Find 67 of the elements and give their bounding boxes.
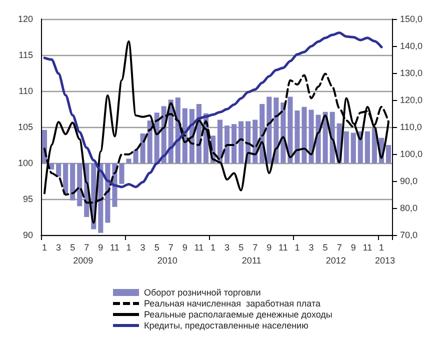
bar [119,163,124,184]
bar [77,163,82,206]
x-tick-label: 9 [350,242,356,252]
bar [238,121,244,163]
text: 2012 [326,256,346,266]
x-tick-label: 3 [308,242,314,252]
x-tick-label: 11 [110,242,120,252]
y-tick-label: 115 [18,50,33,60]
bar [140,133,146,163]
x-tick-label: 5 [154,242,160,252]
legend-label: Реальные располагаемые денежные доходы [144,310,332,320]
x-tick-label: 7 [84,242,90,252]
x-tick-label: 9 [182,242,188,252]
y-tick-label: 110 [18,86,33,96]
y2-tick-label: 110,0 [400,122,422,132]
x-tick-label: 5 [322,242,328,252]
x-tick-label: 9 [98,242,104,252]
x-tick-label: 9 [266,242,272,252]
y2-tick-label: 150,0 [400,14,423,24]
x-tick-label: 11 [362,242,372,252]
y2-tick-label: 70,0 [400,230,418,240]
y-tick-label: 95 [22,194,33,204]
text: 2009 [73,256,94,266]
bar [288,96,293,163]
bar [56,163,62,177]
legend-label: Реальная начисленная заработная плата [144,298,321,308]
x-tick-label: 3 [56,242,62,252]
y-tick-label: 90 [22,230,33,240]
bar [70,163,76,200]
text: 2013 [374,256,395,266]
y-tick-label: 120 [18,14,33,24]
bar [364,131,370,163]
x-tick-label: 11 [194,242,204,252]
text: 2010 [157,256,178,266]
y2-tick-label: 120,0 [400,95,423,105]
x-tick-label: 1 [378,242,384,252]
bar [386,145,392,163]
x-tick-label: 7 [336,242,342,252]
line-series [43,32,383,188]
y2-tick-label: 140,0 [400,41,423,51]
x-tick-label: 1 [294,242,300,252]
x-tick-label: 5 [70,242,76,252]
y-tick-label: 100 [18,158,33,168]
x-tick-label: 1 [210,242,216,252]
y2-tick-label: 90,0 [400,176,418,186]
legend-label: Кредиты, предоставленные населению [144,320,309,330]
bar [232,124,237,163]
y2-tick-label: 130,0 [400,68,423,78]
bar [350,132,356,163]
bar [224,126,230,163]
y-tick-label: 105 [18,122,33,132]
text: 2011 [242,256,262,266]
x-tick-label: 7 [252,242,258,252]
x-tick-label: 3 [140,242,146,252]
bar [63,163,68,195]
x-tick-label: 11 [278,242,288,252]
legend-label: Оборот розничной торговли [144,288,261,298]
bar [147,120,152,163]
x-tick-label: 7 [168,242,174,252]
x-tick-label: 3 [224,242,230,252]
y2-tick-label: 100,0 [400,149,423,159]
x-tick-label: 5 [238,242,244,252]
y2-tick-label: 80,0 [400,203,418,213]
x-tick-label: 1 [126,242,132,252]
bar [266,96,272,163]
bar [344,131,349,163]
x-tick-label: 1 [42,242,48,252]
